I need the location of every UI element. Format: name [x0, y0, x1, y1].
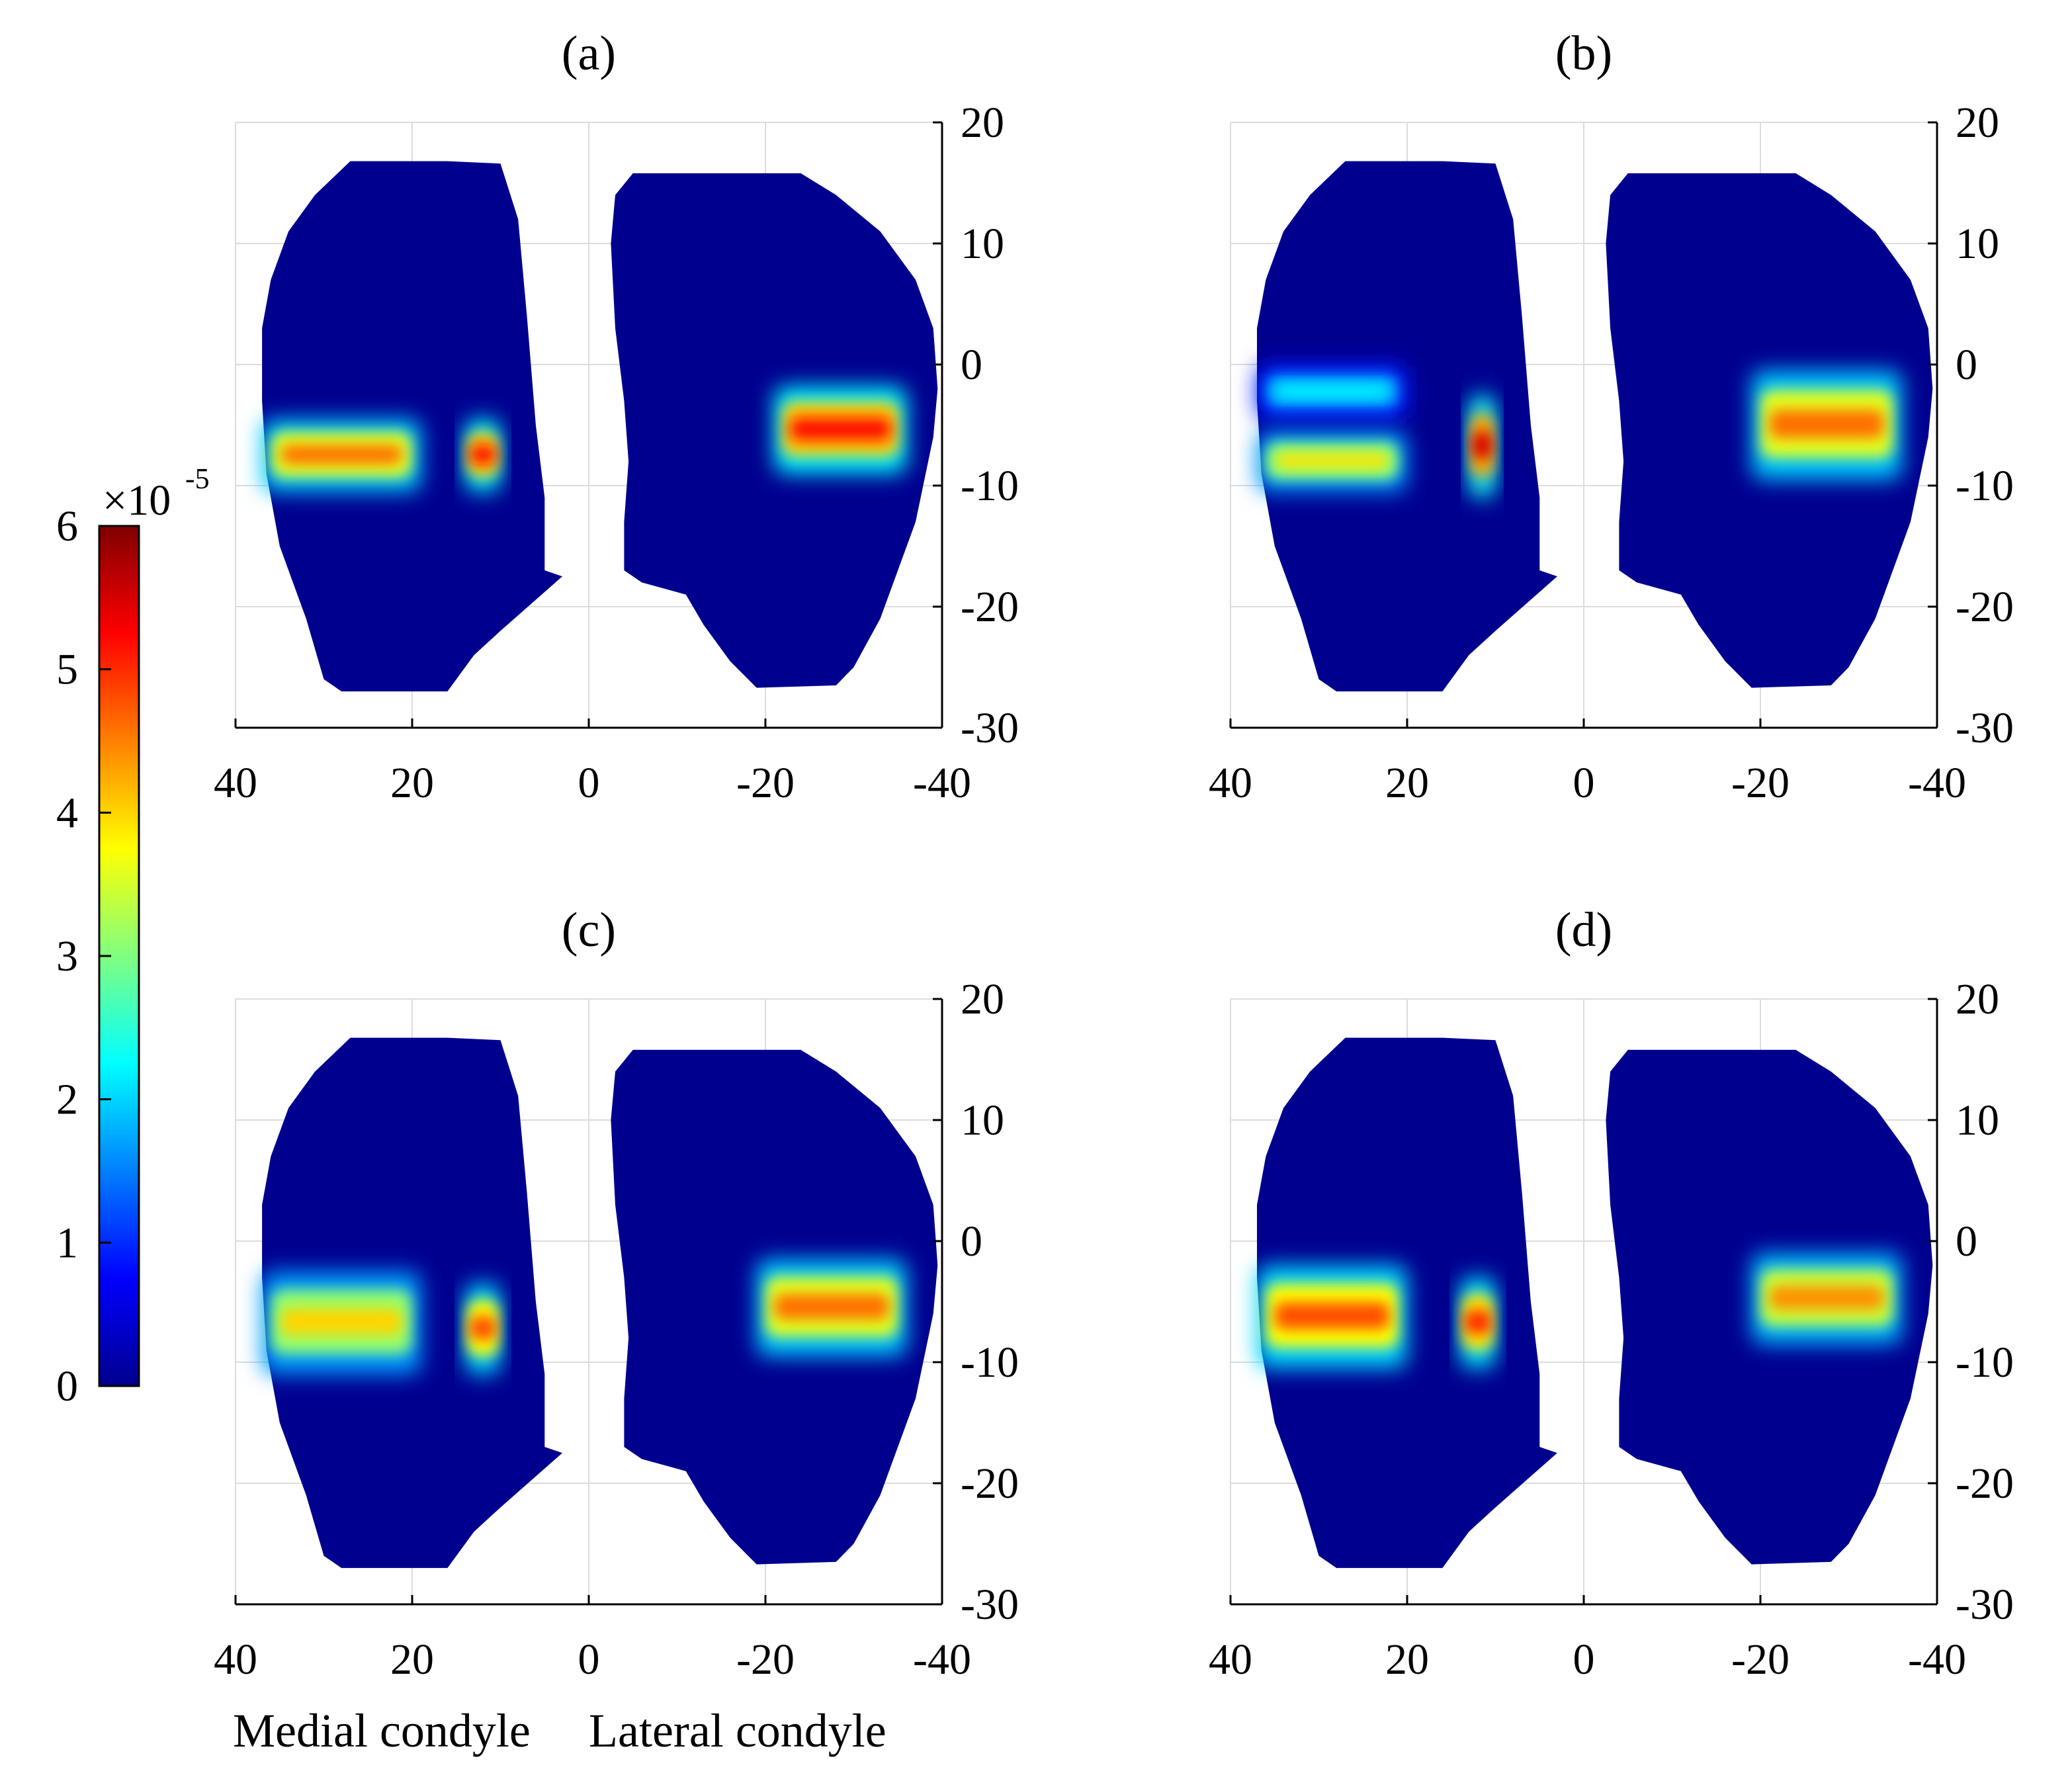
x-tick-label: 40: [1209, 759, 1252, 807]
y-tick-label: 0: [961, 1217, 982, 1266]
x-tick-label: 0: [578, 1635, 600, 1684]
x-tick-label: 20: [1385, 1635, 1429, 1684]
y-tick-label: 0: [1956, 1217, 1977, 1266]
y-tick-label: 20: [961, 975, 1004, 1023]
panel-title: (d): [1555, 903, 1612, 957]
panel-b: 40 20 0 -20 -40 20 10 0 -10 -20 -30 (b): [1209, 26, 2014, 807]
colorbar-tick-label: 5: [56, 646, 78, 694]
x-tick-label: -40: [1908, 1635, 1966, 1684]
y-tick-label: 0: [961, 341, 982, 389]
y-tick-label: 20: [1956, 975, 1999, 1023]
x-tick-label: -20: [736, 759, 795, 807]
y-tick-label: -10: [1956, 462, 2014, 510]
y-tick-label: 20: [1956, 99, 1999, 147]
colorbar-exponent-power: -5: [185, 462, 210, 495]
y-tick-label: 0: [1956, 341, 1977, 389]
colorbar-tick-label: 2: [56, 1076, 78, 1124]
x-tick-label: 40: [214, 1635, 257, 1684]
footer-label-lateral: Lateral condyle: [589, 1704, 886, 1757]
x-tick-label: 0: [1573, 1635, 1595, 1684]
panel-a: 40 20 0 -20 -40 20 10 0 -10 -20 -30 (a): [214, 26, 1019, 807]
pressure-hotspot: [465, 1283, 501, 1375]
y-tick-label: -10: [961, 1338, 1019, 1387]
y-tick-label: -20: [1956, 1459, 2014, 1508]
x-tick-label: -40: [913, 1635, 971, 1684]
pressure-hotspot: [262, 1271, 421, 1375]
x-tick-label: 40: [1209, 1635, 1252, 1684]
y-tick-label: -10: [961, 462, 1019, 510]
x-tick-label: 0: [1573, 759, 1595, 807]
panel-title: (b): [1555, 26, 1612, 81]
y-tick-label: -20: [961, 1459, 1019, 1508]
colorbar-tick-label: 3: [56, 932, 78, 980]
footer-label-medial: Medial condyle: [233, 1704, 531, 1757]
medial-condyle-region: [1257, 161, 1557, 692]
panels: 40 20 0 -20 -40 20 10 0 -10 -20 -30 (a) 40 20 0 -20 -40 2…: [214, 26, 2014, 1684]
y-tick-label: 10: [1956, 220, 1999, 268]
x-tick-label: 20: [1385, 759, 1429, 807]
colorbar-exponent-base: ×10: [103, 476, 171, 525]
x-tick-label: -20: [736, 1635, 795, 1684]
y-tick-label: -20: [961, 583, 1019, 631]
y-tick-label: 10: [961, 220, 1004, 268]
panel-title: (c): [562, 903, 616, 957]
y-tick-label: -30: [961, 704, 1019, 752]
y-tick-label: -10: [1956, 1338, 2014, 1387]
x-tick-label: -20: [1731, 759, 1790, 807]
colorbar-ticks: 0 1 2 3 4 5 6: [56, 502, 111, 1410]
y-tick-label: -20: [1956, 583, 2014, 631]
pressure-hotspot: [1460, 1277, 1496, 1369]
x-tick-label: 40: [214, 759, 257, 807]
colorbar-tick-label: 6: [56, 502, 78, 550]
pressure-hotspot: [1469, 394, 1496, 498]
pressure-hotspot: [1751, 370, 1902, 480]
pressure-hotspot: [1751, 1253, 1902, 1344]
colorbar-tick-label: 1: [56, 1219, 78, 1267]
panel-c: 40 20 0 -20 -40 20 10 0 -10 -20 -30 (c): [214, 903, 1019, 1684]
x-tick-label: -40: [1908, 759, 1966, 807]
pressure-hotspot: [465, 419, 501, 492]
pressure-hotspot: [1257, 431, 1407, 492]
panel-d: 40 20 0 -20 -40 20 10 0 -10 -20 -30 (d): [1209, 903, 2014, 1684]
pressure-hotspot: [262, 419, 421, 492]
colorbar: 0 1 2 3 4 5 6 ×10 -5: [56, 462, 210, 1410]
panel-title: (a): [562, 26, 616, 81]
pressure-hotspot: [1257, 1265, 1407, 1369]
y-tick-label: -30: [1956, 1580, 2014, 1629]
pressure-hotspot: [756, 1259, 907, 1356]
y-tick-label: -30: [961, 1580, 1019, 1629]
x-tick-label: 20: [390, 759, 434, 807]
colorbar-tick-label: 0: [56, 1362, 78, 1410]
y-tick-label: 20: [961, 99, 1004, 147]
pressure-hotspot: [774, 386, 907, 474]
x-tick-label: -40: [913, 759, 971, 807]
colorbar-tick-label: 4: [56, 789, 78, 837]
pressure-hotspot: [1257, 365, 1407, 419]
y-tick-label: 10: [1956, 1096, 1999, 1145]
x-tick-label: -20: [1731, 1635, 1790, 1684]
x-tick-label: 0: [578, 759, 600, 807]
y-tick-label: 10: [961, 1096, 1004, 1145]
y-tick-label: -30: [1956, 704, 2014, 752]
x-tick-label: 20: [390, 1635, 434, 1684]
